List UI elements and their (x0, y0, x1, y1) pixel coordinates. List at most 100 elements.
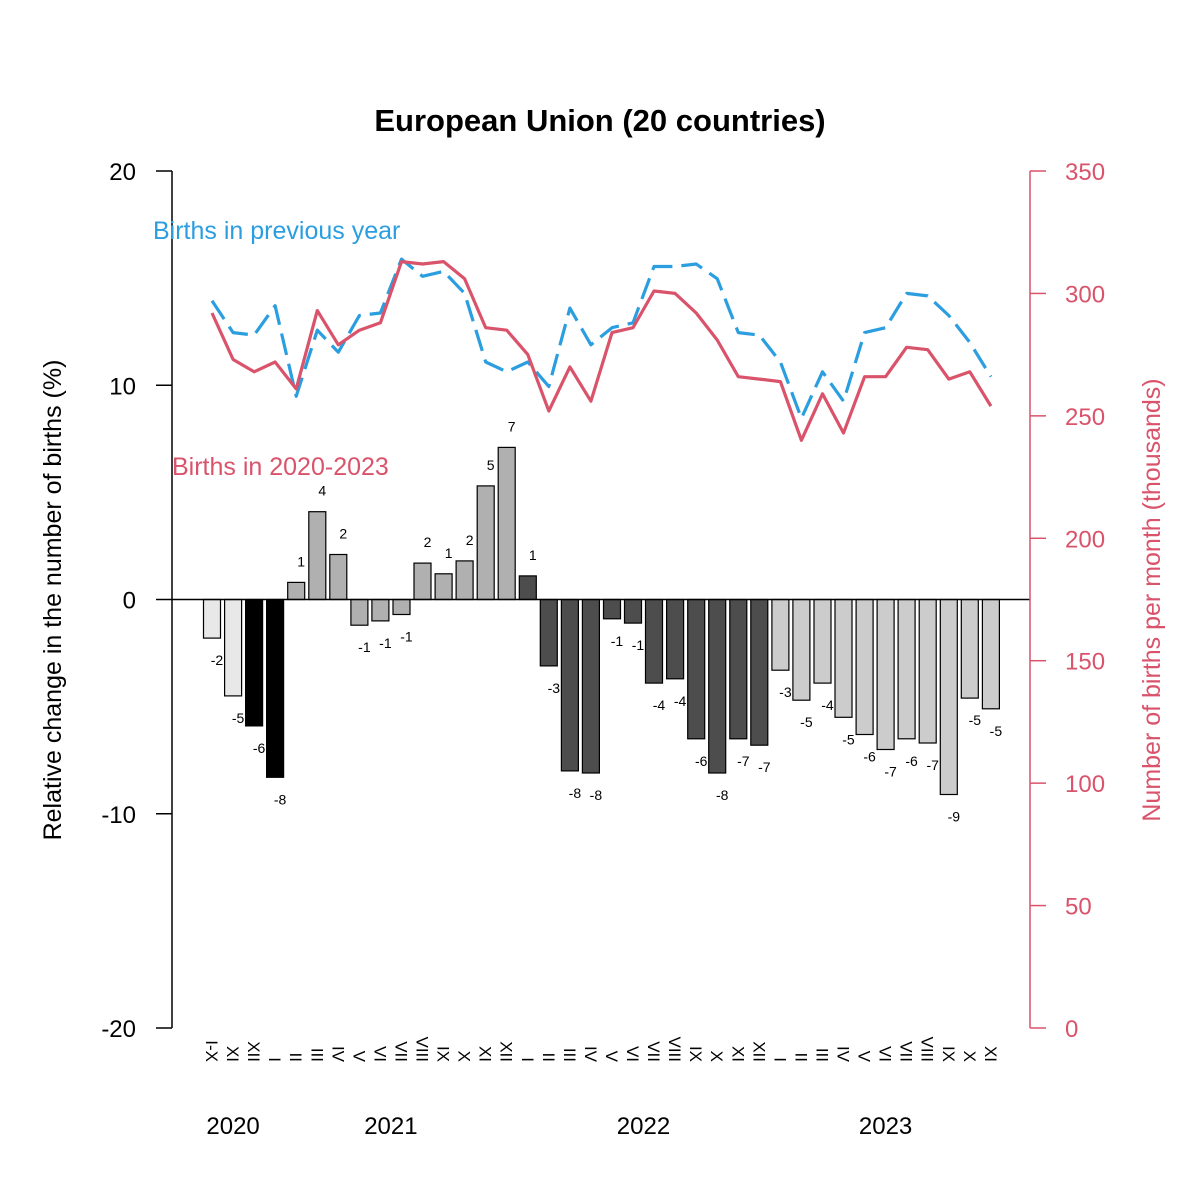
bar-21 (644, 598, 664, 684)
bar-36 (960, 598, 979, 699)
x-axis-month-labels: I-X XI XII I II III IV V VI VII VIII IX X XI XII I II III… (202, 1036, 1000, 1062)
bar-5 (308, 511, 327, 601)
bar-label-33: -6 (905, 753, 918, 769)
bar-3 (266, 598, 285, 778)
right-tick-label-3: 150 (1065, 649, 1105, 676)
month-label-30: IV (834, 1046, 853, 1063)
right-tick-label-6: 300 (1065, 281, 1105, 308)
right-tick-label-2: 100 (1065, 771, 1105, 798)
line-previous-year (210, 257, 993, 420)
year-label-2023: 2023 (859, 1113, 912, 1140)
bar-label-3: -8 (274, 791, 287, 807)
bar-24 (708, 598, 727, 774)
bar-26 (750, 598, 769, 746)
bar-label-12: 2 (466, 532, 474, 548)
bar-label-34: -7 (926, 757, 939, 773)
left-tick-label-4: 20 (109, 159, 136, 186)
bar-0 (202, 598, 222, 639)
month-label-1: XI (223, 1046, 242, 1062)
bar-label-23: -6 (695, 753, 708, 769)
bar-label-17: -8 (569, 785, 582, 801)
bar-15 (518, 575, 537, 601)
bar-31 (855, 598, 874, 736)
month-label-15: I (518, 1057, 537, 1062)
month-label-2: XII (244, 1041, 263, 1062)
month-label-26: XII (749, 1041, 768, 1062)
month-label-34: VIII (918, 1036, 937, 1062)
line-current (210, 260, 993, 442)
bar-28 (792, 598, 811, 701)
bar-19 (602, 598, 622, 620)
month-label-18: IV (581, 1046, 600, 1063)
month-label-12: X (455, 1051, 474, 1062)
bar-34 (918, 598, 937, 744)
left-tick-label-3: 10 (109, 373, 136, 400)
bar-label-18: -8 (590, 787, 603, 803)
month-label-20: VI (623, 1046, 642, 1062)
bar-label-14: 7 (508, 418, 516, 434)
month-label-31: V (855, 1051, 874, 1063)
legend-current: Births in 2020-2023 (172, 453, 389, 481)
bar-label-10: 2 (424, 534, 432, 550)
month-label-21: VII (644, 1041, 663, 1062)
bar-label-28: -5 (800, 714, 813, 730)
bar-2 (245, 598, 264, 727)
month-label-11: IX (434, 1046, 453, 1062)
bar-9 (392, 598, 411, 616)
bar-label-19: -1 (611, 633, 624, 649)
bar-33 (897, 598, 916, 740)
bar-label-5: 4 (318, 483, 326, 499)
bar-13 (476, 485, 495, 601)
month-label-29: III (813, 1048, 832, 1062)
left-axis: -20 -10 0 10 20 (101, 159, 173, 1043)
bar-label-37: -5 (990, 723, 1003, 739)
bar-23 (687, 598, 706, 740)
bar-label-31: -6 (863, 749, 876, 765)
bar-label-20: -1 (632, 637, 645, 653)
right-tick-label-0: 0 (1065, 1016, 1078, 1043)
bar-16 (539, 598, 558, 667)
month-label-19: V (602, 1051, 621, 1063)
left-tick-label-0: -20 (101, 1016, 136, 1043)
bar-label-7: -1 (358, 639, 371, 655)
bar-17 (560, 598, 580, 772)
bar-label-29: -4 (821, 697, 834, 713)
right-tick-label-7: 350 (1065, 159, 1105, 186)
month-label-8: VI (370, 1046, 389, 1062)
right-tick-label-1: 50 (1065, 894, 1092, 921)
month-label-14: XII (497, 1041, 516, 1062)
month-label-6: IV (328, 1046, 347, 1063)
month-label-9: VII (392, 1041, 411, 1062)
bar-label-22: -4 (674, 693, 687, 709)
bar-series (202, 446, 1001, 796)
bar-37 (981, 598, 1001, 710)
month-label-13: XI (476, 1046, 495, 1062)
bar-label-36: -5 (969, 712, 982, 728)
bar-30 (834, 598, 853, 718)
bar-label-1: -5 (232, 710, 245, 726)
month-label-3: I (265, 1057, 284, 1062)
bar-label-27: -3 (779, 684, 792, 700)
month-label-0: I-X (202, 1040, 221, 1062)
bar-label-32: -7 (884, 764, 897, 780)
right-axis-label: Number of births per month (thousands) (1138, 378, 1166, 821)
bar-label-21: -4 (653, 697, 666, 713)
legend-previous-year: Births in previous year (153, 217, 400, 245)
bar-8 (371, 598, 390, 622)
bar-label-16: -3 (548, 680, 561, 696)
bar-7 (350, 598, 369, 626)
year-label-2020: 2020 (206, 1113, 259, 1140)
bar-1 (224, 598, 243, 697)
bar-label-35: -9 (948, 809, 961, 825)
month-label-10: VIII (413, 1036, 432, 1062)
bar-14 (497, 446, 516, 601)
bar-6 (329, 553, 348, 601)
month-label-4: II (286, 1053, 305, 1062)
chart-title: European Union (20 countries) (374, 103, 825, 138)
bar-4 (287, 581, 306, 601)
bar-27 (771, 598, 790, 671)
bar-label-8: -1 (379, 635, 392, 651)
bar-20 (623, 598, 643, 624)
